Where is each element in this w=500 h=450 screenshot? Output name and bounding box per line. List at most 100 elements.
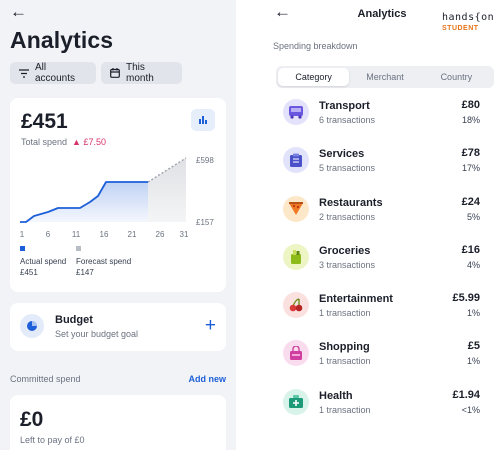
- chart-view-button[interactable]: [191, 109, 215, 131]
- total-spend-label: Total spend: [21, 137, 68, 147]
- plus-icon: +: [204, 315, 216, 336]
- budget-title: Budget: [55, 314, 93, 326]
- category-count: 1 transaction: [319, 356, 371, 367]
- category-row-shopping[interactable]: Shopping 1 transaction £5 1%: [264, 334, 500, 382]
- page-title: Analytics: [357, 8, 407, 20]
- total-spend-card: £451 Total spend ▲ £7.50: [10, 98, 226, 292]
- category-amount: £1.94: [452, 388, 480, 401]
- x-tick: 31: [180, 230, 189, 239]
- category-list: Transport 6 transactions £80 18% Service…: [264, 93, 500, 431]
- health-icon: [283, 388, 309, 415]
- spending-breakdown-screen: ← Analytics Spending breakdown Category …: [264, 0, 500, 450]
- category-name: Services: [319, 148, 365, 161]
- filter-icon: [19, 68, 29, 78]
- bus-icon: [283, 99, 309, 125]
- groceries-icon: [283, 243, 309, 270]
- category-percent: 17%: [461, 163, 480, 174]
- x-tick: 11: [72, 230, 81, 239]
- y-max-label: £598: [196, 156, 214, 165]
- category-count: 1 transaction: [319, 308, 371, 319]
- total-spend-row: Total spend ▲ £7.50: [21, 137, 106, 147]
- category-amount: £80: [461, 99, 480, 111]
- category-row-transport[interactable]: Transport 6 transactions £80 18%: [264, 93, 500, 141]
- watermark-line2: STUDENT: [442, 25, 479, 32]
- budget-card[interactable]: Budget Set your budget goal +: [10, 303, 226, 351]
- committed-spend-label: Committed spend: [10, 374, 81, 384]
- category-percent: 4%: [466, 259, 480, 270]
- page-title: Analytics: [10, 27, 114, 53]
- pizza-icon: [283, 195, 309, 222]
- tab-category[interactable]: Category: [278, 68, 350, 86]
- calendar-icon: [110, 68, 120, 78]
- spend-chart: £598 £157 1 6 11 16 21 26 31: [20, 156, 215, 239]
- arrow-left-icon: ←: [10, 2, 27, 21]
- category-name: Transport: [319, 100, 370, 112]
- category-row-restaurants[interactable]: Restaurants 2 transactions £24 5%: [264, 190, 500, 238]
- category-count: 3 transactions: [319, 259, 376, 270]
- x-tick: 21: [128, 230, 137, 239]
- legend-swatch: [76, 246, 81, 251]
- category-count: 6 transactions: [319, 115, 376, 125]
- legend-actual-spend: Actual spend £451: [20, 246, 66, 278]
- left-to-pay-subtitle: Left to pay of £0: [20, 435, 85, 445]
- back-button[interactable]: ←: [10, 2, 27, 21]
- category-percent: 18%: [461, 115, 480, 125]
- category-amount: £78: [461, 147, 480, 160]
- category-percent: 5%: [466, 211, 480, 222]
- category-amount: £5: [467, 340, 480, 353]
- category-count: 1 transaction: [319, 404, 371, 415]
- tab-country[interactable]: Country: [440, 72, 473, 82]
- category-percent: <1%: [461, 404, 480, 415]
- category-row-services[interactable]: Services 5 transactions £78 17%: [264, 141, 500, 189]
- add-budget-button[interactable]: +: [205, 316, 216, 335]
- category-name: Restaurants: [319, 196, 383, 209]
- category-row-entertainment[interactable]: Entertainment 1 transaction £5.99 1%: [264, 286, 500, 334]
- legend-label: Actual spend: [20, 257, 67, 266]
- legend-forecast-spend: Forecast spend £147: [76, 246, 131, 278]
- add-new-button[interactable]: Add new: [188, 374, 227, 384]
- legend-value: £147: [76, 268, 94, 277]
- legend-value: £451: [20, 268, 38, 277]
- category-count: 2 transactions: [319, 211, 376, 222]
- category-name: Entertainment: [319, 293, 393, 306]
- total-spend-amount: £451: [21, 110, 68, 133]
- section-label: Spending breakdown: [273, 41, 358, 51]
- this-month-filter-button[interactable]: This month: [101, 62, 182, 84]
- watermark-line1: hands{on: [442, 12, 495, 23]
- category-percent: 1%: [466, 308, 480, 319]
- legend-label: Forecast spend: [76, 257, 132, 266]
- category-row-health[interactable]: Health 1 transaction £1.94 <1%: [264, 383, 500, 431]
- legend-swatch: [20, 246, 25, 251]
- x-tick: 26: [156, 230, 165, 239]
- x-tick: 6: [46, 230, 51, 239]
- analytics-overview-screen: ← Analytics All accounts This month £451…: [0, 0, 236, 450]
- x-tick: 1: [20, 230, 25, 239]
- category-amount: £16: [461, 243, 480, 256]
- services-icon: [283, 147, 309, 174]
- all-accounts-label: All accounts: [35, 62, 76, 84]
- left-to-pay-amount: £0: [20, 408, 44, 431]
- category-amount: £24: [461, 195, 480, 208]
- category-count: 5 transactions: [319, 163, 376, 174]
- category-row-groceries[interactable]: Groceries 3 transactions £16 4%: [264, 238, 500, 286]
- category-name: Shopping: [319, 341, 370, 354]
- bar-chart-icon: [198, 111, 208, 129]
- tab-merchant[interactable]: Merchant: [366, 72, 404, 82]
- pie-chart-icon: [20, 314, 44, 338]
- spend-delta: ▲ £7.50: [72, 137, 106, 147]
- cherries-icon: [283, 292, 309, 319]
- category-name: Health: [319, 389, 353, 402]
- all-accounts-filter-button[interactable]: All accounts: [10, 62, 96, 84]
- category-amount: £5.99: [452, 292, 480, 305]
- budget-subtitle: Set your budget goal: [55, 329, 139, 339]
- arrow-left-icon: ←: [274, 2, 291, 21]
- shopping-bag-icon: [283, 340, 309, 367]
- watermark-logo: hands{on STUDENT: [442, 12, 494, 34]
- back-button[interactable]: ←: [274, 2, 291, 21]
- left-to-pay-card: £0 Left to pay of £0: [10, 395, 226, 450]
- category-percent: 1%: [466, 356, 480, 367]
- this-month-label: This month: [126, 62, 154, 84]
- y-min-label: £157: [196, 218, 214, 227]
- category-name: Groceries: [319, 244, 371, 257]
- x-tick: 16: [100, 230, 109, 239]
